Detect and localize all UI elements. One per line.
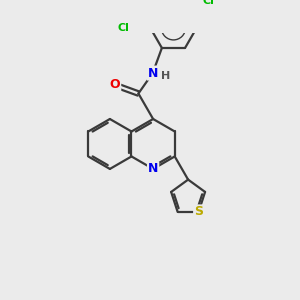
Text: N: N [148,67,158,80]
Text: S: S [194,206,203,218]
Text: O: O [110,79,120,92]
Text: Cl: Cl [118,23,130,33]
Text: Cl: Cl [202,0,214,6]
Text: H: H [160,71,170,81]
Text: N: N [148,162,158,176]
